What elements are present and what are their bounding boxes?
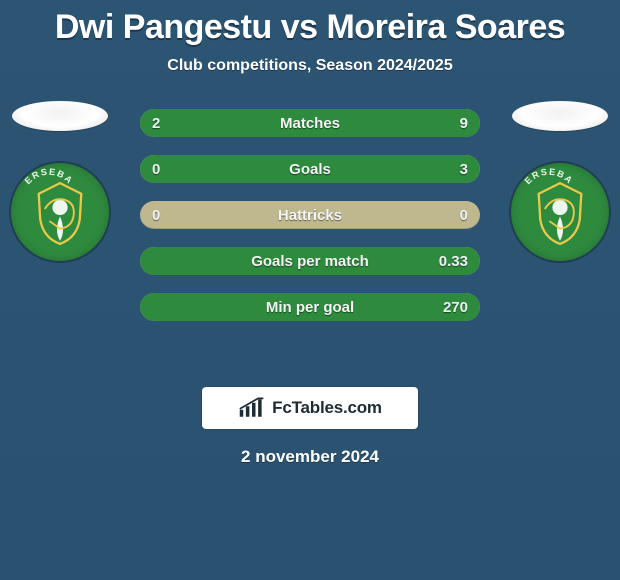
stat-fill-right [140, 293, 480, 321]
stat-row: Matches29 [140, 109, 480, 137]
brand-box: FcTables.com [202, 387, 418, 429]
stat-label: Hattricks [140, 201, 480, 229]
stat-row: Goals per match0.33 [140, 247, 480, 275]
player-left-club-badge: ERSEBA [11, 163, 109, 261]
page-title: Dwi Pangestu vs Moreira Soares [0, 0, 620, 47]
brand-chart-icon [238, 397, 266, 419]
club-badge-arc-text: ERSEBA [511, 163, 587, 239]
player-right-silhouette-icon [512, 101, 608, 131]
page-subtitle: Club competitions, Season 2024/2025 [0, 57, 620, 75]
player-left-silhouette-icon [12, 101, 108, 131]
date-text: 2 november 2024 [0, 447, 620, 467]
stat-fill-right [140, 109, 480, 137]
stat-fill-right [140, 247, 480, 275]
player-right-club-badge: ERSEBA [511, 163, 609, 261]
stat-row: Goals03 [140, 155, 480, 183]
stat-value-right: 0 [448, 201, 480, 229]
club-badge-arc-text: ERSEBA [11, 163, 87, 239]
svg-text:ERSEBA: ERSEBA [23, 167, 76, 187]
stat-row: Hattricks0 0 [140, 201, 480, 229]
brand-text: FcTables.com [272, 398, 382, 418]
svg-text:ERSEBA: ERSEBA [523, 167, 576, 187]
stat-row: Min per goal270 [140, 293, 480, 321]
player-right-column: ERSEBA [500, 101, 620, 261]
stat-value-left: 0 [140, 201, 172, 229]
stat-fill-right [140, 155, 480, 183]
stat-bars: Matches29 Goals03 Hattricks0 0 Goals per mat… [140, 109, 480, 321]
player-left-column: ERSEBA [0, 101, 120, 261]
comparison-stage: ERSEBA ERSEBA Matches29 Goals03 Hattricks0… [0, 109, 620, 359]
